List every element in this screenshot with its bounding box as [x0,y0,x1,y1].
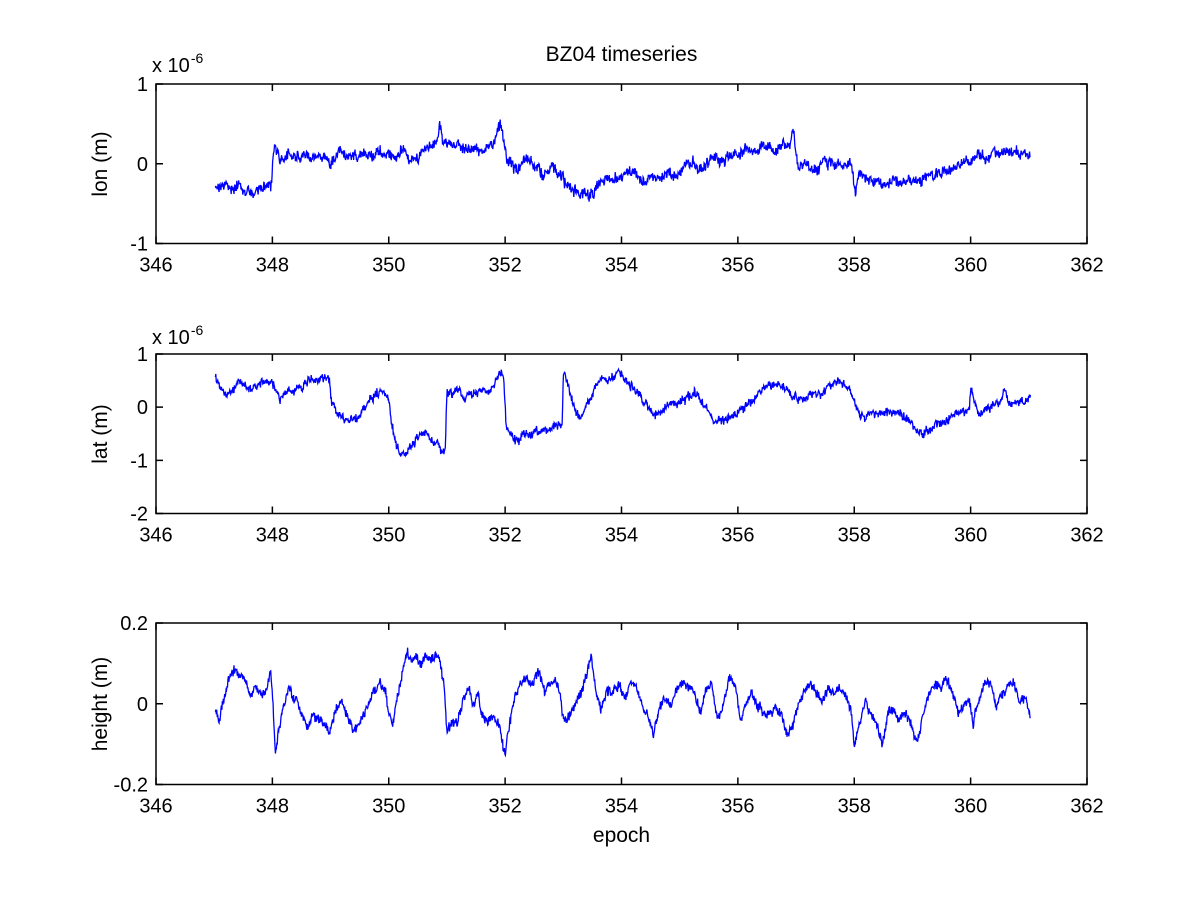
x-tick-label: 350 [372,796,405,818]
x-tick-label: 350 [372,255,405,277]
subplot-1-axes: 346 348 350 352 354 356 358 360 362 -1 0 1 [130,74,1103,277]
subplot-3-axes: 346 348 350 352 354 356 358 360 362 -0.2 0 0.2 [114,613,1104,818]
y-axis-label-lat: lat (m) [89,404,112,464]
multiplier-exponent: -6 [190,322,204,338]
y-tick-label: -1 [130,234,148,256]
y-axis-multiplier-lat: x 10-6 [152,323,203,349]
multiplier-base: x 10 [152,327,190,349]
timeseries-line-2 [214,367,1032,458]
x-tick-label: 358 [838,796,871,818]
x-tick-label: 354 [605,255,638,277]
x-tick-label: 360 [954,525,987,547]
y-axis-multiplier-lon: x 10-6 [152,51,203,77]
figure-title: BZ04 timeseries [545,43,698,66]
x-tick-label: 352 [488,796,521,818]
x-tick-label: 356 [721,525,754,547]
x-axis-label-epoch: epoch [592,824,651,847]
x-tick-label: 346 [139,796,172,818]
x-tick-label: 358 [838,255,871,277]
x-tick-label: 350 [372,525,405,547]
multiplier-base: x 10 [152,55,190,77]
subplot-2-axes: 346 348 350 352 354 356 358 360 362 -2 -1 0 1 [130,344,1103,547]
tick-marks [155,83,1088,245]
tick-marks [155,353,1088,515]
multiplier-exponent: -6 [190,50,204,66]
x-tick-label: 352 [488,255,521,277]
x-tick-label: 346 [139,525,172,547]
y-tick-label: 0 [137,694,148,716]
x-tick-label: 354 [605,796,638,818]
x-tick-label: 348 [256,525,289,547]
x-tick-label: 346 [139,255,172,277]
y-tick-label: 1 [137,74,148,96]
x-tick-label: 360 [954,796,987,818]
x-tick-label: 362 [1070,796,1103,818]
x-tick-label: 360 [954,255,987,277]
y-tick-label: 0.2 [120,613,148,635]
x-tick-label: 362 [1070,525,1103,547]
y-tick-label: -1 [130,450,148,472]
tick-marks [155,622,1088,786]
y-axis-label-lon: lon (m) [89,131,112,197]
timeseries-line-3 [214,647,1031,758]
y-tick-label: 1 [137,344,148,366]
y-tick-label: -0.2 [114,775,148,797]
y-axis-label-height: height (m) [89,656,112,752]
y-tick-label: 0 [137,397,148,419]
timeseries-line-1 [214,119,1031,202]
x-tick-label: 348 [256,796,289,818]
x-tick-label: 356 [721,796,754,818]
x-tick-label: 358 [838,525,871,547]
y-tick-label: -2 [130,504,148,526]
x-tick-label: 352 [488,525,521,547]
x-tick-label: 354 [605,525,638,547]
x-tick-label: 362 [1070,255,1103,277]
x-tick-label: 356 [721,255,754,277]
y-tick-label: 0 [137,154,148,176]
x-tick-label: 348 [256,255,289,277]
